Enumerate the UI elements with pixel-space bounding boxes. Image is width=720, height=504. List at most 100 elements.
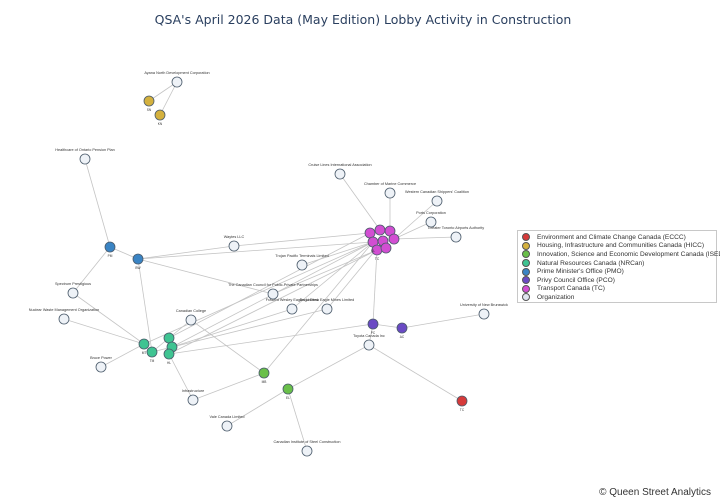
node-label: University of New Brunswick [460, 303, 508, 307]
official-node[interactable] [396, 322, 408, 334]
node-label: Canadian Institute of Steel Construction [274, 440, 341, 444]
legend-label: Innovation, Science and Economic Develop… [537, 250, 720, 258]
legend-label: Privy Council Office (PCO) [537, 276, 615, 284]
node-label: Bruce Power [90, 356, 112, 360]
official-node[interactable] [163, 332, 175, 344]
official-node[interactable] [380, 242, 392, 254]
official-node[interactable] [282, 383, 294, 395]
legend: Environment and Climate Change Canada (E… [517, 230, 720, 303]
edge-line [291, 241, 374, 310]
organization-node[interactable] [187, 394, 199, 406]
node-label: EL [286, 396, 290, 400]
node-label: KN [158, 122, 163, 126]
node-label: TM [150, 359, 155, 363]
edge-line [393, 236, 457, 240]
organization-node[interactable] [384, 187, 396, 199]
legend-swatch-icon [522, 293, 530, 302]
legend-item[interactable]: Natural Resources Canada (NRCan) [522, 259, 716, 268]
edge-line [339, 173, 381, 231]
organization-node[interactable] [221, 420, 233, 432]
legend-label: Organization [537, 293, 575, 301]
legend-item[interactable]: Innovation, Science and Economic Develop… [522, 250, 720, 259]
node-label: BW [135, 266, 140, 270]
organization-node[interactable] [301, 445, 313, 457]
node-label: Fraserd Wesley Eagles Limited [266, 298, 318, 302]
edge-line [192, 372, 265, 401]
organization-node[interactable] [450, 231, 462, 243]
official-node[interactable] [374, 224, 386, 236]
organization-node[interactable] [321, 303, 333, 315]
official-node[interactable] [154, 109, 166, 121]
official-node[interactable] [367, 318, 379, 330]
edge-line [151, 308, 328, 353]
organization-node[interactable] [58, 313, 70, 325]
official-node[interactable] [132, 253, 144, 265]
legend-item[interactable]: Environment and Climate Change Canada (E… [522, 233, 716, 242]
node-label: Vale Canada Limited [210, 415, 245, 419]
legend-item[interactable]: Prime Minister's Office (PMO) [522, 267, 716, 276]
node-label: Chamber of Marine Commerce [364, 182, 416, 186]
legend-item[interactable]: Housing, Infrastructure and Communities … [522, 241, 716, 251]
official-node[interactable] [388, 233, 400, 245]
organization-node[interactable] [79, 153, 91, 165]
edge-line [137, 258, 153, 353]
official-node[interactable] [163, 348, 175, 360]
node-label: Cruise Lines International Association [308, 163, 371, 167]
official-node[interactable] [456, 395, 468, 407]
node-label: Canadian College [176, 309, 206, 313]
official-node[interactable] [104, 241, 116, 253]
organization-node[interactable] [296, 259, 308, 271]
legend-label: Prime Minister's Office (PMO) [537, 268, 624, 276]
organization-node[interactable] [67, 287, 79, 299]
credit-text: © Queen Street Analytics [599, 487, 711, 498]
node-label: PC [371, 331, 376, 335]
organization-node[interactable] [95, 361, 107, 373]
edge-line [393, 200, 438, 240]
edge-line [190, 319, 265, 374]
organization-node[interactable] [286, 303, 298, 315]
node-label: Ports Corporation [416, 211, 446, 215]
legend-label: Transport Canada (TC) [537, 285, 605, 293]
legend-item[interactable]: Privy Council Office (PCO) [522, 276, 716, 285]
organization-node[interactable] [267, 288, 279, 300]
node-label: Ayana North Development Corporation [144, 71, 209, 75]
node-label: Trojan Pacific Terminals Limited [275, 254, 328, 258]
edge-line [301, 241, 374, 266]
edge-line [171, 308, 293, 348]
legend-swatch-icon [522, 233, 530, 242]
organization-node[interactable] [171, 76, 183, 88]
edge-line [100, 343, 145, 368]
official-node[interactable] [364, 227, 376, 239]
nodes-layer [58, 76, 490, 457]
organization-node[interactable] [334, 168, 346, 180]
edge-line [63, 318, 145, 345]
node-label: The Canadian Council for Public-Private … [228, 283, 318, 287]
legend-label: Environment and Climate Change Canada (E… [537, 233, 686, 241]
legend-swatch-icon [522, 241, 530, 250]
node-label: AC [400, 335, 405, 339]
organization-node[interactable] [425, 216, 437, 228]
node-label: GL [371, 249, 375, 253]
legend-item[interactable]: Organization [522, 293, 716, 302]
organization-node[interactable] [185, 314, 197, 326]
edge-line [168, 353, 194, 401]
legend-item[interactable]: Transport Canada (TC) [522, 284, 716, 294]
official-node[interactable] [146, 346, 158, 358]
edges-layer [63, 81, 485, 452]
official-node[interactable] [143, 95, 155, 107]
node-label: Western Canadian Shippers' Coalition [405, 190, 469, 194]
organization-node[interactable] [431, 195, 443, 207]
edge-line [168, 323, 374, 355]
organization-node[interactable] [478, 308, 490, 320]
edge-line [368, 344, 463, 402]
organization-node[interactable] [363, 339, 375, 351]
edge-line [148, 81, 178, 102]
edge-line [401, 313, 485, 329]
edge-line [272, 249, 378, 295]
organization-node[interactable] [228, 240, 240, 252]
node-label: TC [460, 408, 465, 412]
edge-line [159, 81, 178, 116]
official-node[interactable] [138, 338, 150, 350]
official-node[interactable] [258, 367, 270, 379]
legend-swatch-icon [522, 276, 530, 285]
